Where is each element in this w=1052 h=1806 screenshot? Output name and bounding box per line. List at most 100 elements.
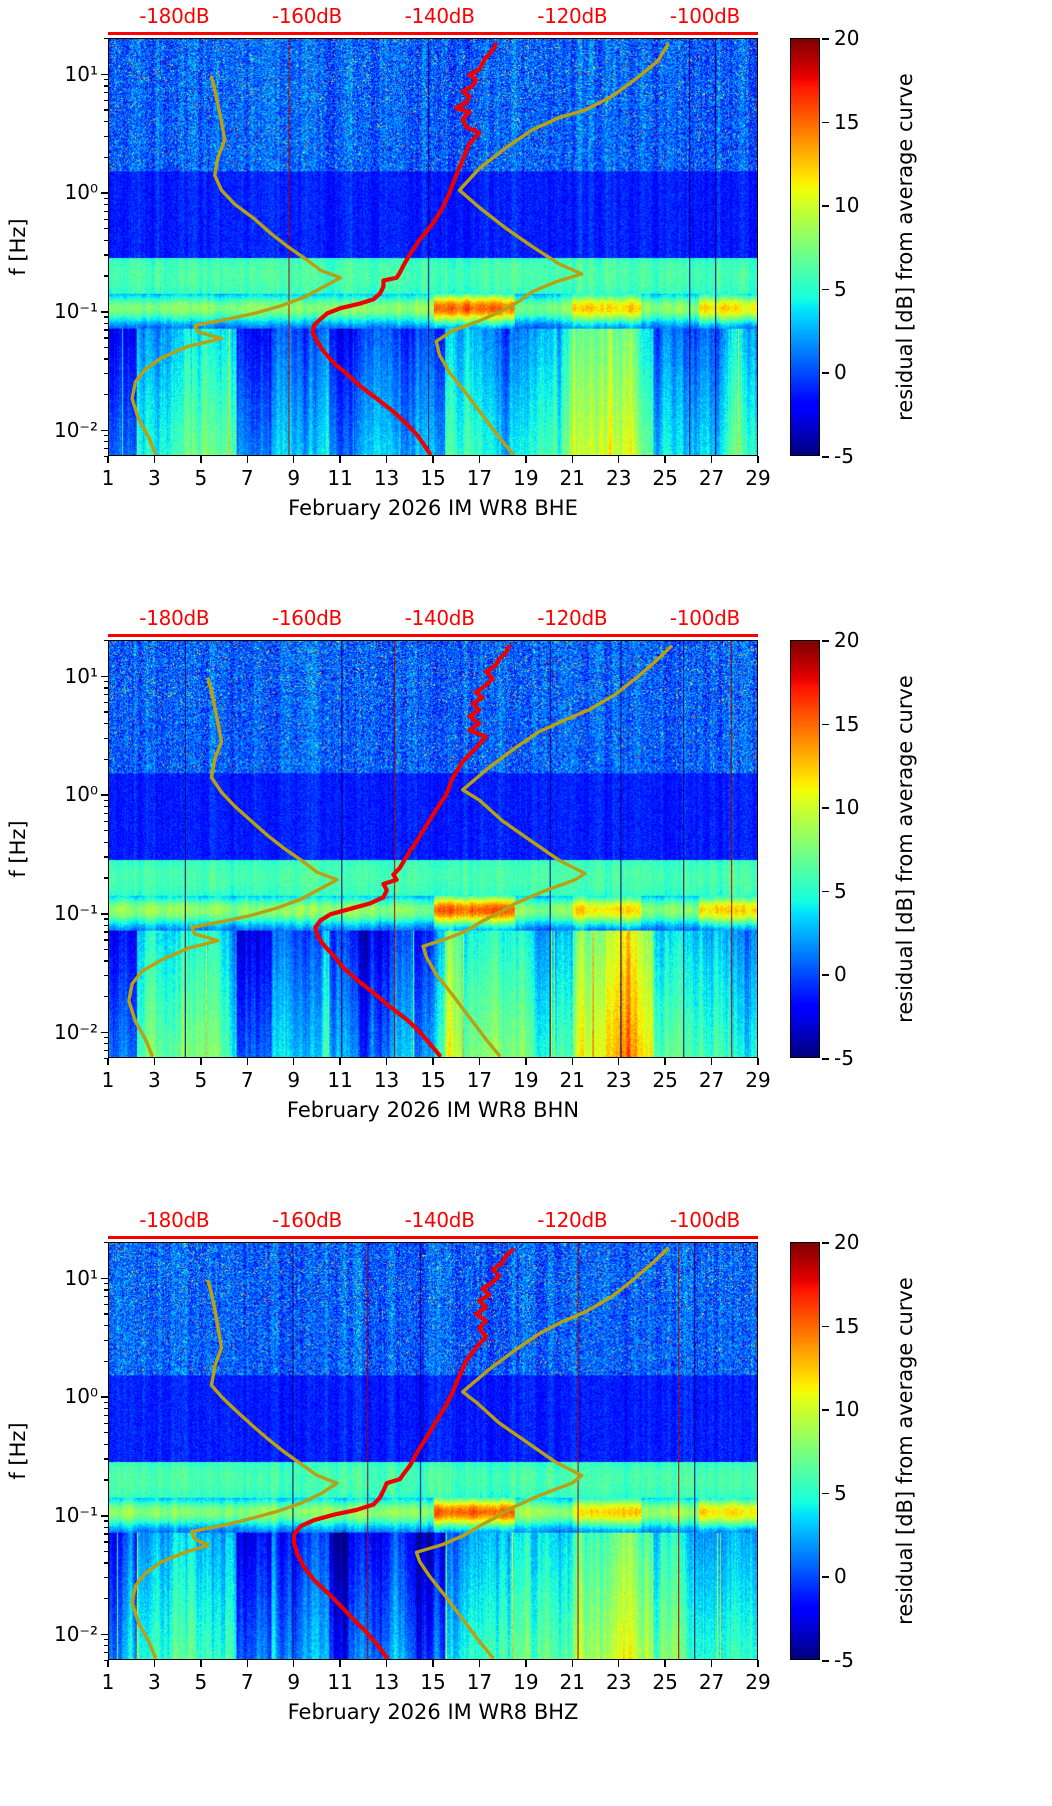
olive-noise-curve-low	[130, 1279, 339, 1659]
spectrogram-axes[interactable]	[108, 640, 758, 1058]
x-tick-mark	[664, 1660, 666, 1667]
x-axis-title: February 2026 IM WR8 BHE	[288, 496, 578, 520]
x-tick-label: 19	[513, 466, 539, 490]
y-tick-mark	[101, 311, 108, 313]
x-tick-label: 5	[194, 466, 208, 490]
x-tick-label: 25	[652, 1670, 678, 1694]
y-minor-tick	[104, 702, 108, 704]
colorbar-tick-label: 15	[834, 1313, 860, 1338]
y-minor-tick	[104, 1533, 108, 1535]
colorbar-tick	[822, 38, 829, 40]
overlay-curves	[130, 42, 670, 455]
y-minor-tick	[104, 1050, 108, 1052]
colorbar-tick-label: 20	[834, 1230, 860, 1254]
y-minor-tick	[104, 830, 108, 832]
top-db-tick-label: -120dB	[537, 606, 608, 630]
olive-noise-curve-high	[414, 1246, 670, 1659]
y-minor-tick	[104, 1520, 108, 1522]
x-tick-mark	[664, 456, 666, 463]
colorbar-tick-label: -5	[834, 1046, 854, 1070]
x-tick-label: 13	[373, 1670, 400, 1694]
y-minor-tick	[104, 210, 108, 213]
x-tick-mark	[617, 1660, 620, 1667]
colorbar-tick	[822, 723, 829, 726]
colorbar-tick	[822, 1409, 829, 1411]
y-tick-mark	[101, 192, 108, 194]
x-tick-mark	[757, 1058, 759, 1065]
y-minor-tick	[104, 975, 108, 977]
y-minor-tick	[104, 841, 108, 843]
y-minor-tick	[104, 1296, 108, 1298]
colorbar-title: residual [dB] from average curve	[893, 73, 917, 421]
x-tick-mark	[385, 456, 388, 463]
colorbar-title: residual [dB] from average curve	[893, 675, 917, 1023]
colorbar-tick	[822, 1660, 829, 1662]
y-minor-tick	[104, 820, 108, 822]
colorbar-tick	[822, 121, 829, 124]
colorbar-tick	[822, 372, 829, 374]
red-noise-model-curve	[292, 1247, 515, 1659]
olive-noise-curve-low	[130, 75, 343, 455]
x-tick-label: 23	[605, 466, 632, 490]
top-db-tick-label: -160dB	[271, 4, 342, 28]
x-tick-label: 15	[420, 466, 446, 490]
top-db-tick-label: -100dB	[669, 1208, 740, 1232]
spectrogram-axes[interactable]	[108, 38, 758, 456]
y-tick-mark	[101, 913, 108, 915]
colorbar-tick-label: 0	[834, 360, 847, 385]
x-tick-label: 21	[559, 466, 586, 490]
x-tick-mark	[200, 456, 202, 463]
y-tick-mark	[101, 1277, 108, 1280]
x-tick-label: 9	[287, 1670, 301, 1694]
x-tick-mark	[710, 456, 713, 463]
y-minor-tick	[104, 448, 108, 450]
x-tick-mark	[153, 1058, 156, 1065]
x-tick-mark	[757, 1660, 759, 1667]
y-minor-tick	[104, 1645, 108, 1647]
x-tick-mark	[339, 456, 341, 463]
y-tick-label: 10¹	[64, 61, 98, 86]
x-tick-label: 27	[698, 1670, 725, 1694]
y-minor-tick	[104, 218, 108, 220]
y-minor-tick	[104, 239, 108, 241]
y-tick-mark	[101, 1031, 108, 1034]
x-tick-label: 1	[101, 1068, 115, 1092]
overlay-curves	[130, 1246, 670, 1659]
colorbar-gradient	[791, 1243, 819, 1659]
top-db-axis	[108, 1235, 758, 1239]
y-minor-tick	[104, 694, 108, 696]
x-tick-label: 23	[605, 1670, 632, 1694]
y-minor-tick	[104, 1283, 108, 1285]
y-minor-tick	[104, 456, 108, 458]
y-tick-mark	[101, 1396, 108, 1398]
colorbar-tick-label: 10	[834, 795, 860, 820]
y-tick-mark	[101, 794, 108, 796]
y-tick-label: 10⁻¹	[53, 299, 98, 324]
top-db-tick-label: -160dB	[271, 1208, 342, 1232]
panel-bhz: -180dB -160dB -140dB -120dB -100dB f [Hz] 10…	[0, 1204, 1052, 1806]
x-tick-label: 13	[373, 466, 400, 490]
y-minor-tick	[104, 681, 108, 683]
y-minor-tick	[104, 1443, 108, 1445]
x-tick-mark	[710, 1660, 713, 1667]
x-tick-mark	[385, 1058, 388, 1065]
y-tick-mark	[101, 1515, 108, 1517]
y-minor-tick	[104, 197, 108, 200]
colorbar-tick	[822, 640, 829, 642]
x-tick-mark	[525, 1660, 527, 1667]
y-tick-label: 10⁻¹	[53, 1503, 98, 1528]
top-db-tick-label: -140dB	[404, 4, 475, 28]
y-tick-label: 10⁰	[64, 1384, 98, 1409]
x-tick-label: 5	[194, 1670, 208, 1694]
y-tick-label: 10⁻²	[53, 1621, 98, 1646]
x-tick-label: 1	[101, 466, 115, 490]
y-minor-tick	[104, 1360, 108, 1362]
olive-noise-curve-low	[127, 677, 339, 1057]
spectrogram-axes[interactable]	[108, 1242, 758, 1660]
top-db-tick-label: -180dB	[139, 4, 210, 28]
y-minor-tick	[104, 1289, 108, 1291]
x-axis-title: February 2026 IM WR8 BHZ	[287, 1700, 579, 1724]
colorbar-tick-label: 0	[834, 962, 847, 987]
x-tick-mark	[478, 456, 481, 463]
x-tick-label: 15	[420, 1670, 446, 1694]
